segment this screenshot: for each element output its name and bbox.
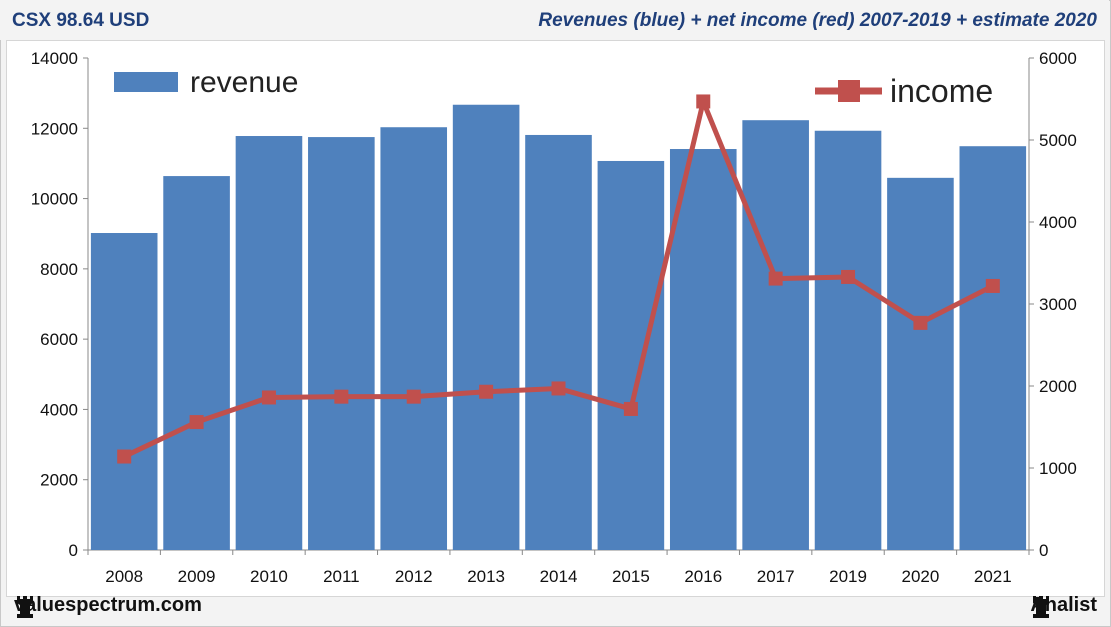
income-point <box>334 389 349 404</box>
y-right-tick-label: 0 <box>1039 541 1048 560</box>
y-left-tick-label: 4000 <box>40 400 78 419</box>
y-left-tick-label: 2000 <box>40 471 78 490</box>
rook-icon <box>17 596 33 618</box>
income-point <box>117 449 132 464</box>
revenue-bar <box>597 160 665 550</box>
legend-revenue-label: revenue <box>190 66 298 99</box>
y-right-tick-label: 6000 <box>1039 49 1077 68</box>
income-point <box>551 381 566 396</box>
x-tick-label: 2016 <box>684 567 722 586</box>
income-point <box>406 389 421 404</box>
y-left-tick-label: 12000 <box>31 119 78 138</box>
footer-site: valuespectrum.com <box>14 594 202 618</box>
rook-icon <box>1033 596 1050 618</box>
income-point <box>913 315 928 330</box>
y-right-tick-label: 2000 <box>1039 377 1077 396</box>
y-left-tick-label: 14000 <box>31 49 78 68</box>
x-tick-label: 2021 <box>974 567 1012 586</box>
y-left-tick-label: 6000 <box>40 330 78 349</box>
chart-title: Revenues (blue) + net income (red) 2007-… <box>538 10 1097 31</box>
revenue-bar <box>959 146 1027 551</box>
x-tick-label: 2008 <box>105 567 143 586</box>
income-point <box>479 384 494 399</box>
revenue-bar <box>452 104 520 551</box>
income-point <box>985 278 1000 293</box>
revenue-bar <box>90 233 158 551</box>
income-point <box>623 401 638 416</box>
revenue-bar <box>887 177 954 550</box>
legend-income-label: income <box>890 73 993 109</box>
income-point <box>696 94 711 109</box>
x-tick-label: 2020 <box>902 567 940 586</box>
y-left-tick-label: 8000 <box>40 260 78 279</box>
y-right-tick-label: 1000 <box>1039 459 1077 478</box>
revenue-bar <box>380 127 448 550</box>
revenue-bar <box>163 176 230 550</box>
y-right-tick-label: 3000 <box>1039 295 1077 314</box>
site-name: valuespectrum.com <box>14 594 202 616</box>
y-right-tick-label: 5000 <box>1039 131 1077 150</box>
x-tick-label: 2014 <box>540 567 578 586</box>
x-tick-label: 2011 <box>323 567 360 586</box>
revenue-bar <box>669 149 737 550</box>
revenue-bar <box>308 137 375 551</box>
income-point <box>768 271 783 286</box>
x-tick-label: 2017 <box>757 567 795 586</box>
income-point <box>841 269 856 284</box>
x-tick-label: 2019 <box>829 567 867 586</box>
legend-revenue-swatch <box>114 72 178 92</box>
x-tick-label: 2015 <box>612 567 650 586</box>
revenue-bar <box>814 130 882 550</box>
legend-income-marker <box>838 80 860 102</box>
revenue-bar <box>742 120 809 551</box>
x-tick-label: 2013 <box>467 567 505 586</box>
income-point <box>189 415 204 430</box>
x-tick-label: 2012 <box>395 567 433 586</box>
revenue-bar <box>525 134 592 550</box>
y-left-tick-label: 10000 <box>31 190 78 209</box>
ticker-label: CSX 98.64 USD <box>12 10 150 31</box>
x-tick-label: 2009 <box>178 567 216 586</box>
y-right-tick-label: 4000 <box>1039 213 1077 232</box>
revenue-bar <box>235 136 303 550</box>
x-tick-label: 2010 <box>250 567 288 586</box>
footer-brand: Analist <box>1030 594 1097 618</box>
chart-header: CSX 98.64 USD Revenues (blue) + net inco… <box>0 0 1109 40</box>
y-left-tick-label: 0 <box>69 541 78 560</box>
income-point <box>261 390 276 405</box>
